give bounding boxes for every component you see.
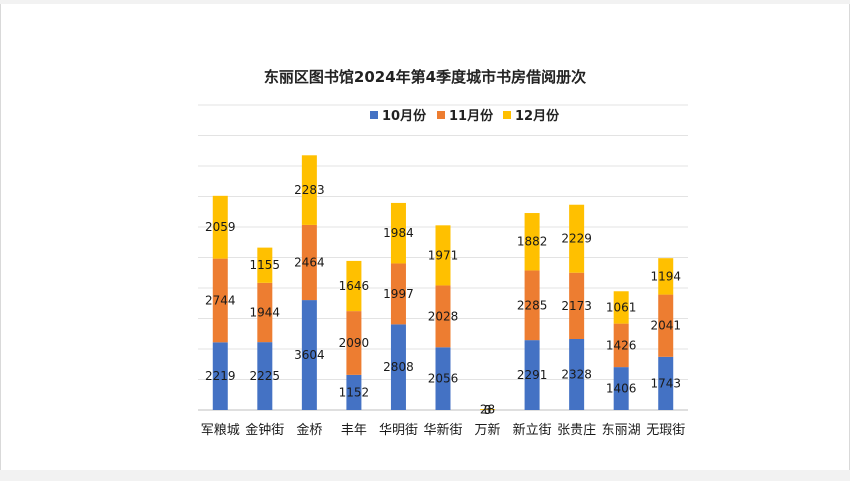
data-label: 1944 — [250, 305, 281, 319]
bar-segment — [212, 258, 228, 343]
bar-segment — [301, 224, 317, 301]
data-label: 3604 — [294, 348, 325, 362]
bar-segment — [346, 374, 362, 410]
bar-segment — [435, 347, 451, 410]
bar-segment — [257, 342, 273, 410]
top-band — [0, 0, 850, 4]
bar-segment — [257, 282, 273, 343]
data-label: 2219 — [205, 369, 236, 383]
data-label: 0 — [484, 403, 492, 417]
category-labels: 军粮城 金钟街 金桥 丰年 华明街 华新街 万新 新立街 张贵庄 东丽湖 无瑕街 — [201, 422, 685, 438]
data-label: 2328 — [561, 367, 592, 381]
data-label: 3 — [484, 403, 492, 417]
category-label: 东丽湖 — [602, 423, 641, 438]
legend-swatch-3 — [503, 111, 511, 119]
data-label: 2744 — [205, 293, 236, 307]
data-label: 2090 — [339, 336, 370, 350]
bar-segment — [346, 311, 362, 375]
bar-segment — [212, 342, 228, 410]
data-label: 2028 — [428, 309, 459, 323]
bar-segment — [524, 270, 540, 341]
category-label: 金钟街 — [245, 422, 284, 438]
data-label: 1406 — [606, 382, 637, 396]
bar-segment — [613, 291, 629, 324]
bar-segment — [658, 258, 674, 295]
legend-swatch-2 — [437, 111, 445, 119]
legend: 10月份 11月份 12月份 — [370, 108, 560, 124]
bar-segment — [257, 247, 273, 283]
bar-segment — [301, 300, 317, 410]
category-label: 万新 — [475, 422, 501, 438]
bar-segment — [301, 155, 317, 225]
data-label: 1997 — [383, 287, 414, 301]
data-label: 2056 — [428, 372, 459, 386]
bar-segment — [569, 338, 585, 410]
bar-segment — [212, 195, 228, 259]
data-label: 2041 — [650, 319, 681, 333]
data-label: 1155 — [250, 258, 281, 272]
bar-segment — [480, 409, 496, 410]
bar-segment — [435, 285, 451, 348]
data-label: 1743 — [650, 376, 681, 390]
bar-segment — [435, 225, 451, 286]
category-label: 新立街 — [513, 422, 552, 438]
category-label: 无瑕街 — [646, 423, 685, 438]
category-label: 金桥 — [296, 422, 322, 438]
data-label: 2808 — [383, 360, 414, 374]
bottom-band — [0, 470, 850, 481]
category-label: 张贵庄 — [557, 422, 596, 438]
bar-segment — [524, 340, 540, 410]
data-label: 1882 — [517, 235, 548, 249]
data-label: 28 — [480, 402, 495, 416]
legend-label-1: 10月份 — [382, 108, 427, 124]
bar-segment — [613, 323, 629, 368]
legend-label-2: 11月份 — [449, 108, 494, 124]
category-label: 华新街 — [423, 422, 462, 438]
bar-segment — [569, 204, 585, 273]
data-label: 1194 — [650, 269, 681, 283]
chart-title: 东丽区图书馆2024年第4季度城市书房借阅册次 — [264, 68, 586, 86]
data-label: 2229 — [561, 232, 592, 246]
bar-segment — [658, 294, 674, 357]
data-label: 2283 — [294, 183, 325, 197]
legend-label-3: 12月份 — [515, 108, 560, 124]
category-label: 丰年 — [341, 423, 367, 438]
data-label: 1646 — [339, 279, 370, 293]
data-label: 1152 — [339, 385, 370, 399]
bars — [212, 155, 674, 410]
data-label: 1061 — [606, 300, 637, 314]
category-label: 军粮城 — [201, 423, 240, 438]
bar-segment — [390, 202, 406, 264]
bar-segment — [613, 367, 629, 410]
data-label: 2464 — [294, 256, 325, 270]
bar-segment — [390, 263, 406, 325]
bar-segment — [346, 260, 362, 312]
data-label: 2173 — [561, 299, 592, 313]
category-label: 华明街 — [379, 423, 418, 438]
value-labels: 2219 2744 2059 2225 1944 1155 3604 2464 2283 1152… — [205, 183, 681, 417]
data-label: 2285 — [517, 298, 548, 312]
data-label: 2225 — [250, 369, 281, 383]
bar-segment — [569, 272, 585, 339]
legend-swatch-1 — [370, 111, 378, 119]
bar-segment — [658, 356, 674, 410]
data-label: 1426 — [606, 338, 637, 352]
data-label: 1971 — [428, 248, 459, 262]
bar-segment — [524, 213, 540, 271]
data-label: 1984 — [383, 226, 414, 240]
data-label: 2059 — [205, 220, 236, 234]
data-label: 2291 — [517, 368, 548, 382]
bar-segment — [390, 324, 406, 410]
